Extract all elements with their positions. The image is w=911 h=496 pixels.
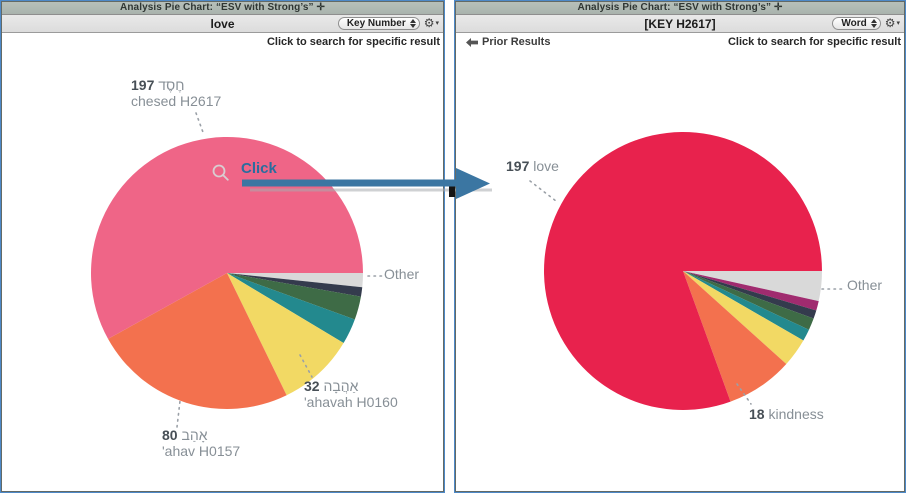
- pie-slice-other[interactable]: [683, 271, 822, 302]
- window-title-bar[interactable]: Analysis Pie Chart: “ESV with Strong’s” …: [456, 2, 904, 15]
- callout-hebrew-word: אָהַב: [181, 427, 208, 443]
- chart-content-area: Click to search for specific result 197 …: [2, 33, 443, 491]
- callout-hebrew-word: אַהֲבָה: [323, 378, 359, 394]
- callout-transliteration: 'ahav H0157: [162, 443, 241, 459]
- pie-slice--ahavah-h0160[interactable]: [227, 273, 344, 396]
- updown-arrows-icon: [409, 19, 416, 28]
- search-query-text: [KEY H2617]: [644, 16, 716, 31]
- search-query-text: love: [210, 16, 235, 31]
- pie-slice-unlabeled-slate[interactable]: [227, 273, 363, 297]
- pie-callout-chesed: 197 חֶסֶד chesed H2617: [131, 77, 221, 109]
- pie-slice-love[interactable]: [544, 132, 822, 410]
- pie-slice-unlabeled-slate[interactable]: [683, 271, 817, 319]
- callout-count: 18: [749, 406, 765, 422]
- callout-leader-line: [195, 112, 205, 136]
- callout-count: 197: [131, 77, 155, 93]
- callout-leader-line: [299, 354, 313, 378]
- pie-slice-unlabeled-green[interactable]: [227, 273, 361, 320]
- callout-transliteration: chesed H2617: [131, 93, 222, 109]
- callout-count: 197: [506, 158, 530, 174]
- pie-slice--ahav-h0157[interactable]: [108, 273, 287, 409]
- pie-slice-unlabeled-teal[interactable]: [683, 271, 809, 341]
- callout-leader-line: [529, 180, 557, 202]
- callout-leader-line: [176, 400, 181, 428]
- analysis-mode-label: Word: [841, 18, 867, 29]
- click-to-search-hint: Click to search for specific result: [266, 36, 440, 48]
- click-annotation-text: Click: [241, 160, 277, 177]
- gear-menu-button[interactable]: ⚙ ▾: [424, 17, 439, 30]
- pie-chart-right[interactable]: [456, 33, 904, 491]
- chart-content-area: Prior Results Click to search for specif…: [456, 33, 904, 491]
- callout-count: 32: [304, 378, 320, 394]
- pie-slice-unlabeled-teal[interactable]: [227, 273, 355, 344]
- analysis-mode-dropdown[interactable]: Key Number: [337, 17, 420, 30]
- analysis-mode-label: Key Number: [346, 18, 406, 29]
- updown-arrows-icon: [870, 19, 877, 28]
- prior-results-label: Prior Results: [482, 36, 551, 48]
- pie-slice-unlabeled-green[interactable]: [683, 271, 814, 330]
- arrow-left-icon: [466, 37, 478, 47]
- click-to-search-hint: Click to search for specific result: [727, 36, 901, 48]
- window-title-bar[interactable]: Analysis Pie Chart: “ESV with Strong’s” …: [2, 2, 443, 15]
- pie-slice-other[interactable]: [227, 273, 363, 288]
- gear-menu-button[interactable]: ⚙ ▾: [885, 17, 900, 30]
- callout-other-label: Other: [384, 266, 420, 282]
- gear-icon: ⚙: [884, 16, 896, 30]
- prior-results-button[interactable]: Prior Results: [466, 36, 550, 48]
- pie-callout-ahav: 80 אָהַב 'ahav H0157: [162, 427, 240, 459]
- toolbar: love Key Number ⚙ ▾: [2, 15, 443, 33]
- callout-count: 80: [162, 427, 178, 443]
- pie-slice-unlabeled-yellow[interactable]: [683, 271, 804, 365]
- callout-word: love: [533, 158, 559, 174]
- toolbar: [KEY H2617] Word ⚙ ▾: [456, 15, 904, 33]
- callout-other-label: Other: [847, 277, 883, 293]
- callout-leader-line: [736, 383, 752, 405]
- pie-slice-chesed-h2617[interactable]: [90, 136, 363, 339]
- analysis-mode-dropdown[interactable]: Word: [832, 17, 881, 30]
- pie-callout-other: Other: [847, 277, 882, 293]
- chevron-down-icon: ▾: [896, 20, 900, 27]
- pie-callout-other: Other: [384, 266, 419, 282]
- pie-slice-unlabeled-magenta[interactable]: [683, 271, 819, 311]
- analysis-pie-chart-window-left: Analysis Pie Chart: “ESV with Strong’s” …: [0, 0, 445, 493]
- chevron-down-icon: ▾: [435, 20, 439, 27]
- gear-icon: ⚙: [423, 16, 435, 30]
- pie-slice-kindness[interactable]: [683, 271, 787, 402]
- pie-callout-ahavah: 32 אַהֲבָה 'ahavah H0160: [304, 378, 398, 410]
- callout-transliteration: 'ahavah H0160: [304, 394, 398, 410]
- analysis-pie-chart-window-right: Analysis Pie Chart: “ESV with Strong’s” …: [454, 0, 906, 493]
- callout-word: kindness: [768, 406, 824, 422]
- pie-callout-kindness: 18 kindness: [749, 406, 824, 422]
- pie-chart-left[interactable]: [2, 33, 443, 491]
- pie-callout-love: 197 love: [506, 158, 559, 174]
- callout-hebrew-word: חֶסֶד: [158, 77, 185, 93]
